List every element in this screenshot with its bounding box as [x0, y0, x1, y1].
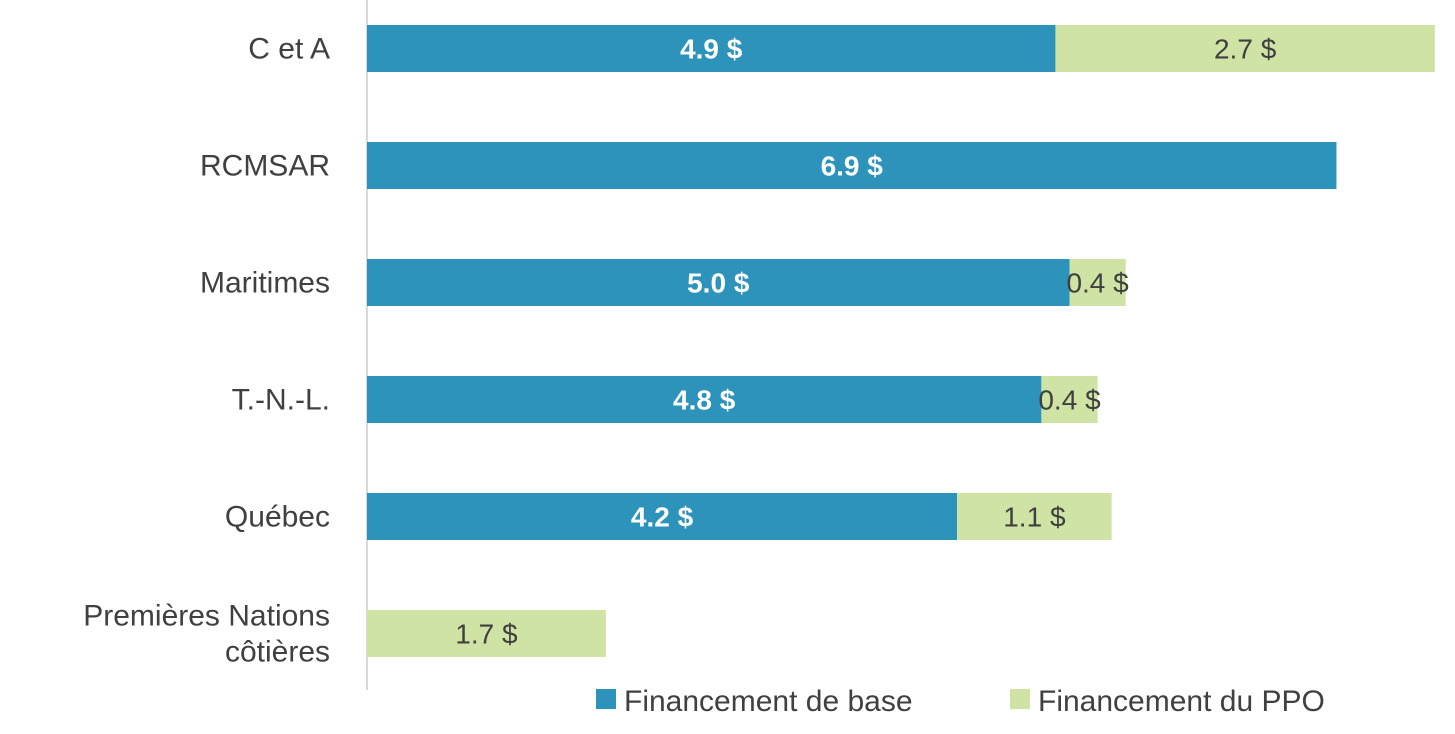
data-label: 1.7 $: [455, 619, 518, 650]
legend-label-ppo: Financement du PPO: [1038, 685, 1325, 718]
category-label: Premières Nations côtières: [83, 600, 330, 669]
data-label: 0.4 $: [1066, 268, 1129, 299]
bar-segment-base: [367, 25, 1056, 72]
category-label: C et A: [248, 33, 330, 66]
bar-segment-ppo: [1041, 376, 1098, 423]
category-labels: C et A RCMSAR Maritimes T.-N.-L. Québec Premi…: [83, 33, 330, 669]
data-label: 4.8 $: [673, 385, 736, 416]
bar-segment-base: [367, 376, 1042, 423]
legend-label-base: Financement de base: [624, 685, 913, 718]
bar-segment-ppo: [1069, 259, 1126, 306]
data-label: 1.1 $: [1003, 502, 1066, 533]
bar-segment-ppo: [1055, 25, 1435, 72]
bar-segment-base: [367, 493, 958, 540]
data-label: 6.9 $: [821, 151, 884, 182]
category-label: Québec: [225, 501, 330, 534]
data-label: 2.7 $: [1214, 34, 1277, 65]
legend-swatch-ppo: [1010, 689, 1030, 709]
legend: Financement de base Financement du PPO: [596, 685, 1325, 718]
data-label: 4.9 $: [680, 34, 743, 65]
bar-segment-base: [367, 142, 1337, 189]
category-label: RCMSAR: [200, 150, 330, 183]
data-label: 5.0 $: [687, 268, 750, 299]
bar-segment-ppo: [957, 493, 1112, 540]
bar-segment-base: [367, 259, 1070, 306]
category-label: T.-N.-L.: [232, 384, 330, 417]
data-label: 4.2 $: [631, 502, 694, 533]
legend-swatch-base: [596, 689, 616, 709]
bar-segment-ppo: [367, 610, 606, 657]
bars-layer: 4.9 $ 2.7 $ 6.9 $ 5.0 $ 0.4 $ 4.8 $ 0.4 $ 4.2 $…: [367, 25, 1435, 657]
category-label: Maritimes: [200, 267, 330, 300]
data-label: 0.4 $: [1038, 385, 1101, 416]
